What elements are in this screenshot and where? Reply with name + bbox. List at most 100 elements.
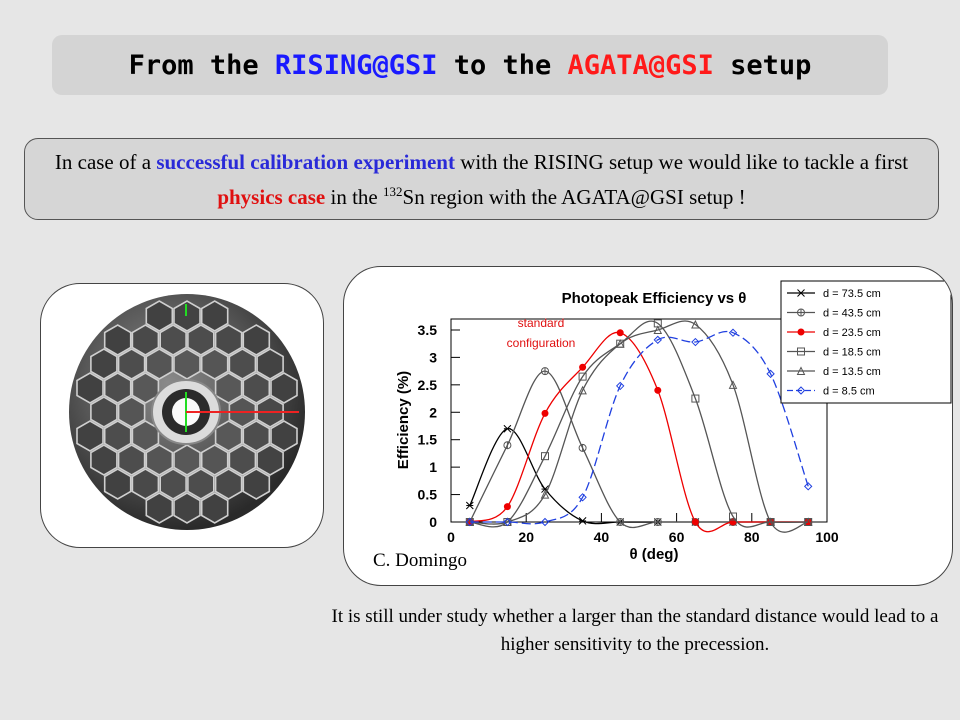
data-point <box>691 337 700 347</box>
y-tick-label: 3.5 <box>418 322 438 338</box>
detector-crystal <box>117 396 146 428</box>
detector-crystal <box>145 300 174 332</box>
detector-crystal <box>159 324 187 356</box>
data-point <box>541 409 549 417</box>
annotation-line2: configuration <box>507 336 576 350</box>
x-tick-label: 60 <box>669 529 685 545</box>
y-tick-label: 1 <box>429 459 437 475</box>
detector-crystal <box>173 348 201 380</box>
detector-crystal <box>159 468 187 500</box>
detector-crystal <box>145 444 174 476</box>
data-point <box>803 482 813 491</box>
detector-crystal <box>173 444 201 476</box>
detector-crystal <box>76 372 104 404</box>
efficiency-plot-panel: Photopeak Efficiency vs θ θ (deg) Efficien… <box>343 266 953 586</box>
legend-label: d = 13.5 cm <box>823 366 881 378</box>
detector-crystal <box>200 300 229 332</box>
detector-crystal <box>228 348 257 380</box>
detector-crystal <box>117 444 146 476</box>
detector-crystal <box>187 468 215 500</box>
detector-crystal <box>90 348 118 380</box>
data-point <box>729 512 737 521</box>
detector-crystal <box>145 492 174 524</box>
series-line <box>469 331 809 533</box>
chart-title: Photopeak Efficiency vs θ <box>562 290 747 307</box>
data-point <box>728 380 738 389</box>
series-line <box>469 320 809 533</box>
data-point <box>728 328 738 337</box>
x-tick-label: 20 <box>518 529 534 545</box>
detector-crystal <box>90 396 118 428</box>
x-tick-label: 0 <box>447 529 455 545</box>
annotation-line1: standard <box>518 316 565 330</box>
data-point <box>653 335 663 345</box>
detector-crystal <box>90 444 118 476</box>
data-point <box>615 381 625 391</box>
detector-crystal <box>214 372 243 404</box>
footer-note: It is still under study whether a larger… <box>331 606 939 655</box>
y-tick-label: 0 <box>429 514 437 530</box>
detector-crystal <box>173 492 201 524</box>
intro-textbox: In case of a successful calibration expe… <box>24 138 939 220</box>
data-point <box>654 386 662 394</box>
detector-crystal <box>270 420 298 452</box>
legend-label: d = 43.5 cm <box>823 308 881 320</box>
legend-marker <box>797 347 805 356</box>
page-title: From the RISING@GSI to the AGATA@GSI set… <box>128 49 812 81</box>
data-point <box>691 518 699 526</box>
legend-marker <box>796 386 806 395</box>
legend-marker <box>797 328 805 336</box>
y-tick-label: 1.5 <box>418 432 438 448</box>
data-point <box>615 339 625 348</box>
data-point <box>578 385 587 395</box>
data-point <box>616 329 624 337</box>
detector-crystal <box>131 420 160 452</box>
x-tick-label: 100 <box>815 529 839 545</box>
detector-crystal <box>214 468 243 500</box>
detector-crystal <box>187 324 215 356</box>
data-point <box>540 517 550 527</box>
data-point <box>541 452 549 461</box>
detector-crystal <box>103 420 132 452</box>
y-tick-label: 3 <box>429 349 437 365</box>
detector-array-illustration <box>69 294 305 530</box>
data-point <box>766 369 775 379</box>
detector-crystal <box>242 468 271 500</box>
detector-crystal <box>256 444 284 476</box>
detector-crystal <box>242 420 271 452</box>
detector-crystal <box>131 324 160 356</box>
data-point <box>540 489 550 499</box>
data-point <box>579 363 587 371</box>
detector-crystal <box>145 348 174 380</box>
detector-crystal <box>76 420 104 452</box>
detector-crystal <box>117 348 146 380</box>
legend-label: d = 18.5 cm <box>823 347 881 359</box>
y-tick-label: 0.5 <box>418 487 438 503</box>
highlight-calibration: successful calibration experiment <box>156 150 455 174</box>
data-point <box>578 493 587 502</box>
data-point <box>465 517 475 527</box>
data-point <box>766 517 775 526</box>
detector-crystal <box>103 468 132 500</box>
title-agata: AGATA@GSI <box>567 49 714 81</box>
x-axis-label: θ (deg) <box>630 546 679 563</box>
data-point <box>653 325 663 334</box>
detector-crystal <box>228 444 257 476</box>
detector-crystal <box>200 348 229 380</box>
detector-crystal <box>242 372 271 404</box>
detector-crystal <box>103 324 132 356</box>
detector-crystal <box>200 492 229 524</box>
legend-label: d = 73.5 cm <box>823 288 881 300</box>
detector-crystal <box>242 324 271 356</box>
series-line <box>469 320 809 528</box>
detector-crystal <box>103 372 132 404</box>
detector-crystal <box>131 468 160 500</box>
legend-label: d = 23.5 cm <box>823 327 881 339</box>
data-point <box>691 394 700 403</box>
detector-crystal <box>214 324 243 356</box>
data-point <box>803 517 813 526</box>
series-line <box>469 330 809 525</box>
efficiency-chart: Photopeak Efficiency vs θ θ (deg) Efficien… <box>395 280 952 563</box>
x-tick-label: 40 <box>594 529 610 545</box>
legend-marker <box>796 366 806 375</box>
